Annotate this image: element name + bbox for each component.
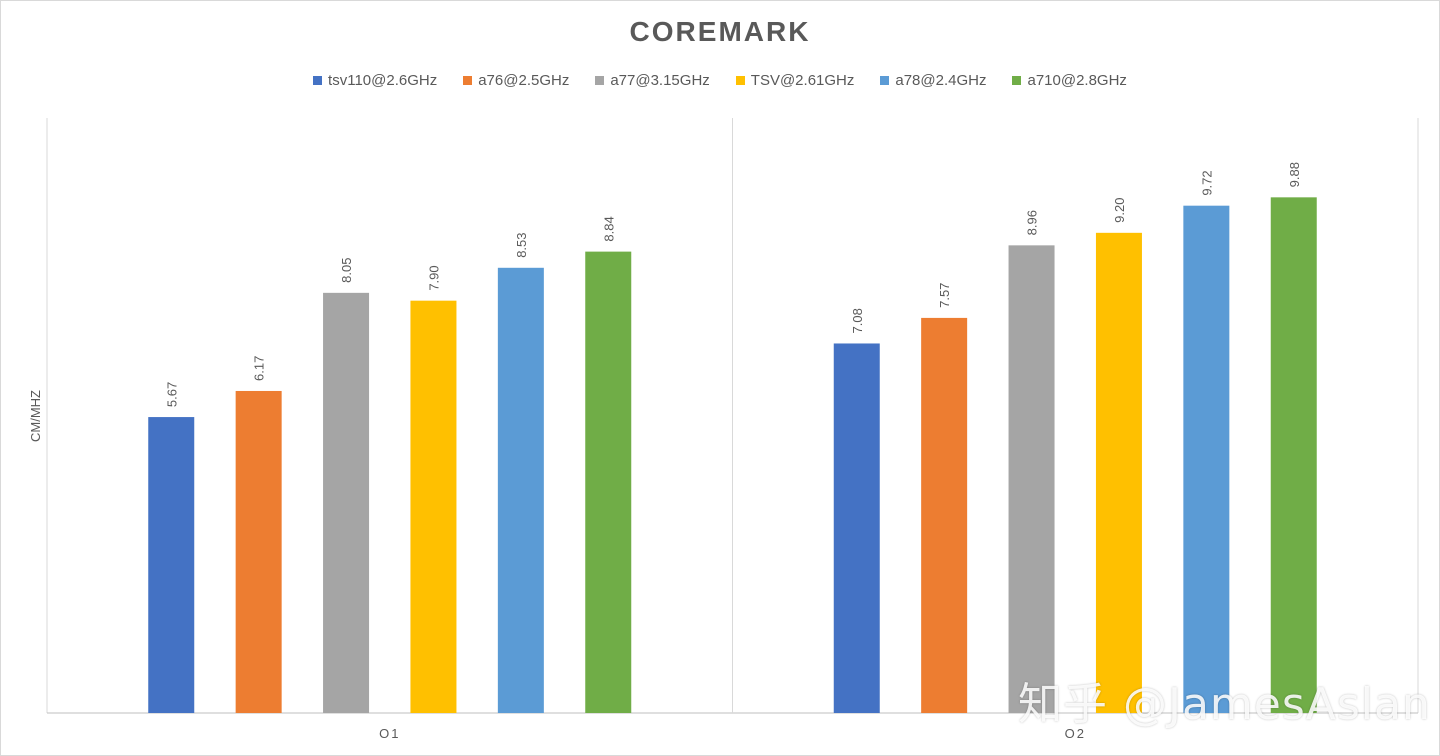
legend-swatch <box>1012 76 1022 85</box>
data-label: 7.90 <box>426 265 441 290</box>
legend-swatch <box>735 76 745 85</box>
legend-label: a710@2.8GHz <box>1027 72 1127 89</box>
legend: tsv110@2.6GHz a76@2.5GHz a77@3.15GHz TSV@2.… <box>0 72 1440 89</box>
data-label: 6.17 <box>252 356 267 381</box>
y-axis-label: CM/MHZ <box>28 390 43 442</box>
data-label: 8.96 <box>1025 210 1040 235</box>
bar <box>323 292 370 713</box>
legend-swatch <box>313 76 323 85</box>
data-label: 5.67 <box>164 382 179 407</box>
legend-label: a77@3.15GHz <box>610 72 710 89</box>
legend-label: TSV@2.61GHz <box>750 72 855 89</box>
bar <box>148 417 195 713</box>
bar <box>235 390 282 713</box>
bar <box>1095 232 1142 713</box>
legend-item: a76@2.5GHz <box>463 72 569 89</box>
legend-item: tsv110@2.6GHz <box>313 72 437 89</box>
legend-label: tsv110@2.6GHz <box>328 72 438 89</box>
legend-item: TSV@2.61GHz <box>735 72 855 89</box>
legend-item: a710@2.8GHz <box>1012 72 1127 89</box>
data-label: 9.88 <box>1287 162 1302 187</box>
data-label: 7.57 <box>937 283 952 308</box>
chart-title: COREMARK <box>629 16 811 47</box>
bar <box>585 251 632 714</box>
bar <box>921 317 968 713</box>
bar <box>833 343 880 713</box>
legend-label: a78@2.4GHz <box>895 72 987 89</box>
legend-swatch <box>595 76 605 85</box>
bar <box>410 300 457 713</box>
data-label: 9.20 <box>1112 198 1127 223</box>
legend-label: a76@2.5GHz <box>478 72 570 89</box>
data-label: 7.08 <box>850 308 865 333</box>
bar <box>1008 245 1055 713</box>
data-label: 9.72 <box>1199 170 1214 195</box>
bar <box>1270 197 1317 714</box>
data-label: 8.53 <box>514 232 529 257</box>
legend-item: a78@2.4GHz <box>880 72 986 89</box>
legend-swatch <box>880 76 890 85</box>
legend-swatch <box>463 76 473 85</box>
x-tick-label: O2 <box>1065 726 1086 741</box>
legend-item: a77@3.15GHz <box>595 72 710 89</box>
watermark: 知乎 @JamesAslan <box>1018 679 1431 730</box>
bar <box>497 267 544 713</box>
bar <box>1183 205 1230 713</box>
data-label: 8.05 <box>339 258 354 283</box>
data-label: 8.84 <box>601 216 616 241</box>
x-tick-label: O1 <box>379 726 400 741</box>
